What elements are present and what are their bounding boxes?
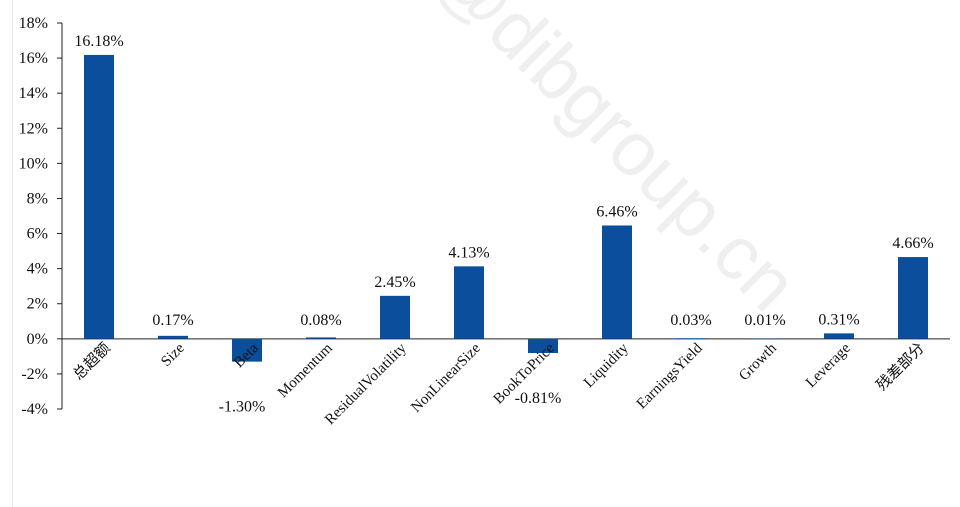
bar-总超额 bbox=[84, 54, 114, 339]
category-label-残差部分: 残差部分 bbox=[873, 340, 927, 394]
y-tick-label: -4% bbox=[21, 401, 48, 418]
y-tick-label: -2% bbox=[21, 366, 48, 383]
data-label-ResidualVolatility: 2.45% bbox=[374, 274, 415, 291]
y-axis: -4% -2% 0% 2% 4% 6% 8% 10% 12% 14% 16% 18% bbox=[19, 15, 63, 418]
y-tick-label: 6% bbox=[27, 226, 48, 243]
y-tick-label: 8% bbox=[27, 190, 48, 207]
y-tick-label: 10% bbox=[19, 155, 48, 172]
category-label-Leverage: Leverage bbox=[803, 340, 854, 391]
bar-Size bbox=[158, 335, 188, 339]
data-label-Leverage: 0.31% bbox=[818, 311, 859, 328]
data-label-残差部分: 4.66% bbox=[892, 235, 933, 252]
category-label-Momentum: Momentum bbox=[275, 340, 336, 401]
y-tick-label: 16% bbox=[19, 50, 48, 67]
data-label-Liquidity: 6.46% bbox=[596, 203, 637, 220]
y-tick-label: 18% bbox=[19, 15, 48, 32]
bar-EarningsYield bbox=[676, 338, 706, 340]
category-label-NonLinearSize: NonLinearSize bbox=[408, 340, 484, 416]
category-label-总超额: 总超额 bbox=[70, 340, 114, 384]
bar-Growth bbox=[750, 338, 780, 340]
y-tick-label: 0% bbox=[27, 331, 48, 348]
category-labels: 总超额 Size Beta MomentumResidualVolatilityNon… bbox=[70, 340, 928, 428]
data-label-Momentum: 0.08% bbox=[300, 312, 341, 329]
data-label-NonLinearSize: 4.13% bbox=[448, 244, 489, 261]
data-label-总超额: 16.18% bbox=[74, 33, 123, 50]
category-label-EarningsYield: EarningsYield bbox=[634, 340, 706, 412]
y-tick-label: 14% bbox=[19, 85, 48, 102]
data-label-Beta: -1.30% bbox=[219, 399, 266, 416]
bar-BookToPrice bbox=[528, 338, 558, 354]
bar-残差部分 bbox=[898, 257, 928, 339]
category-label-Size: Size bbox=[158, 340, 188, 370]
data-label-Size: 0.17% bbox=[152, 312, 193, 329]
data-labels: 16.18% 0.17% -1.30% 0.08% 2.45% 4.13% -0.81% 6.… bbox=[74, 33, 933, 416]
bar-Beta bbox=[232, 338, 262, 362]
data-label-BookToPrice: -0.81% bbox=[515, 390, 562, 407]
category-label-ResidualVolatility: ResidualVolatility bbox=[322, 340, 410, 428]
data-label-Growth: 0.01% bbox=[744, 312, 785, 329]
bar-Liquidity bbox=[602, 225, 632, 339]
chart-frame bbox=[12, 0, 960, 507]
category-label-Liquidity: Liquidity bbox=[581, 340, 632, 391]
bars bbox=[84, 54, 928, 362]
bar-ResidualVolatility bbox=[380, 295, 410, 339]
category-label-Growth: Growth bbox=[736, 340, 780, 384]
data-label-EarningsYield: 0.03% bbox=[670, 312, 711, 329]
y-tick-label: 12% bbox=[19, 120, 48, 137]
y-tick-label: 2% bbox=[27, 296, 48, 313]
y-tick-label: 4% bbox=[27, 261, 48, 278]
bar-Leverage bbox=[824, 333, 854, 339]
bar-NonLinearSize bbox=[454, 266, 484, 339]
bar-Momentum bbox=[306, 337, 336, 339]
